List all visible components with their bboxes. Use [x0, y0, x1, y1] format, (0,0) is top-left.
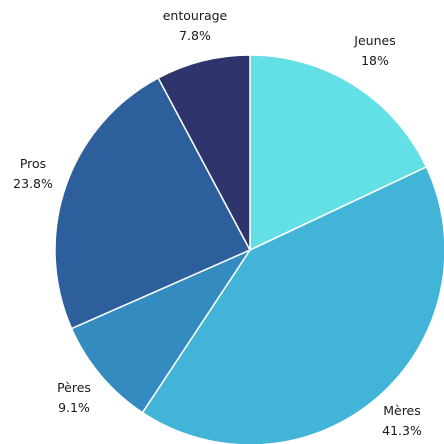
slice-value-label: 18% [361, 53, 389, 68]
slice-value-label: 41.3% [382, 423, 422, 438]
pie-slices [54, 54, 444, 444]
slice-label: Pères [57, 380, 91, 395]
slice-label: Pros [20, 156, 46, 171]
pie-slice-jeunes [249, 54, 428, 252]
slice-value-label: 7.8% [179, 28, 211, 43]
slice-value-label: 23.8% [13, 176, 53, 191]
pie-slice-m-res [141, 165, 444, 444]
pie-slice-p-res [70, 248, 253, 414]
pie-slice-pros [54, 76, 252, 330]
pie-labels: Jeunes 18% Mères 41.3% Pères 9.1% Pros 23.8% ent… [13, 8, 422, 438]
slice-label: Mères [383, 403, 421, 418]
slice-value-label: 9.1% [58, 400, 90, 415]
slice-label: Jeunes [353, 33, 395, 48]
slice-label: entourage [163, 8, 228, 23]
pie-slice-entourage [157, 54, 251, 251]
